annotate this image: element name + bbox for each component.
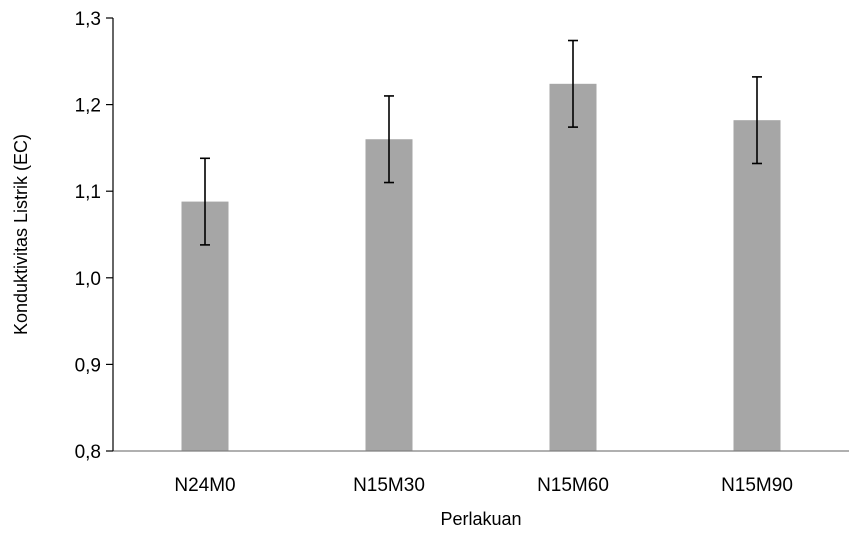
x-tick-label: N24M0 bbox=[174, 475, 235, 496]
bars-layer bbox=[181, 83, 781, 452]
y-tick-label: 0,8 bbox=[75, 442, 101, 463]
error-bar-n15m30 bbox=[384, 95, 394, 184]
error-bar-n15m60 bbox=[568, 39, 578, 128]
x-tick-label: N15M60 bbox=[537, 475, 609, 496]
y-tick-label: 1,1 bbox=[75, 182, 101, 203]
bar-n15m30 bbox=[365, 139, 413, 452]
y-axis-ticks: 0,8 0,9 1,0 1,1 1,2 1,3 bbox=[75, 9, 113, 463]
y-tick-label: 0,9 bbox=[75, 355, 101, 376]
bar-n15m60 bbox=[549, 83, 597, 451]
y-tick-label: 1,0 bbox=[75, 269, 101, 290]
y-axis-title: Konduktivitas Listrik (EC) bbox=[11, 134, 31, 335]
y-tick-label: 1,2 bbox=[75, 96, 101, 117]
plot-area: 0,8 0,9 1,0 1,1 1,2 1,3 N24M0 N15M30 N15M60 N15M… bbox=[75, 9, 849, 496]
bar-n15m90 bbox=[733, 120, 781, 452]
x-axis-tick-labels: N24M0 N15M30 N15M60 N15M90 bbox=[174, 475, 793, 496]
x-axis-title: Perlakuan bbox=[440, 509, 521, 529]
error-bar-n24m0 bbox=[200, 157, 210, 246]
error-bars-layer bbox=[200, 39, 762, 246]
error-bar-n15m90 bbox=[752, 76, 762, 165]
y-tick-label: 1,3 bbox=[75, 9, 101, 30]
x-tick-label: N15M90 bbox=[721, 475, 793, 496]
x-tick-label: N15M30 bbox=[353, 475, 425, 496]
